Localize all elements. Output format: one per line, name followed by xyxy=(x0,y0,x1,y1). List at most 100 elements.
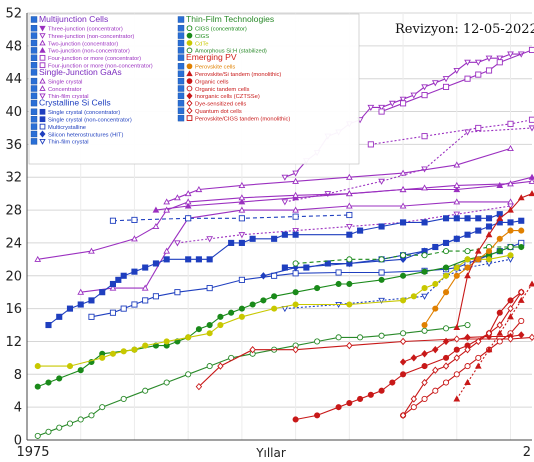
data-point xyxy=(507,297,514,304)
series-9 xyxy=(45,211,503,329)
legend-checkbox[interactable] xyxy=(177,47,185,54)
data-point xyxy=(346,231,353,238)
legend-checkbox[interactable] xyxy=(177,70,185,77)
legend-checkbox[interactable] xyxy=(30,25,38,32)
data-point xyxy=(507,252,514,259)
series-18 xyxy=(34,321,471,439)
data-point xyxy=(131,268,138,275)
data-point xyxy=(518,227,525,234)
data-point xyxy=(260,297,267,304)
legend-checkbox[interactable] xyxy=(30,85,38,92)
data-point xyxy=(367,141,374,148)
legend-checkbox[interactable] xyxy=(177,63,185,70)
legend-checkbox[interactable] xyxy=(30,77,38,85)
legend-checkbox[interactable] xyxy=(177,85,185,92)
data-point xyxy=(517,296,525,303)
legend-checkbox[interactable] xyxy=(30,16,38,23)
data-point xyxy=(421,252,428,259)
data-point xyxy=(45,321,52,329)
legend-marker xyxy=(186,47,193,54)
legend-checkbox[interactable] xyxy=(30,115,38,123)
data-point xyxy=(120,348,127,355)
series-line xyxy=(402,291,522,416)
data-point xyxy=(174,194,181,201)
data-point xyxy=(357,227,364,234)
data-point xyxy=(421,321,428,329)
legend-checkbox[interactable] xyxy=(177,114,185,122)
legend-item-label: Amorphous Si:H (stabilized) xyxy=(195,49,267,55)
data-point xyxy=(109,217,117,224)
data-point xyxy=(45,428,52,435)
legend-checkbox[interactable] xyxy=(30,39,38,47)
data-point xyxy=(399,96,407,103)
data-point xyxy=(410,92,418,99)
legend-item-label: Dye-sensitized cells xyxy=(195,102,246,108)
legend-checkbox[interactable] xyxy=(177,107,185,114)
data-point xyxy=(421,92,428,99)
data-point xyxy=(141,284,149,291)
data-point xyxy=(357,334,364,341)
data-point xyxy=(518,317,525,324)
data-point xyxy=(185,215,192,222)
data-point xyxy=(77,367,84,374)
data-point xyxy=(378,387,385,394)
legend-checkbox[interactable] xyxy=(177,39,185,47)
data-point xyxy=(115,276,122,283)
data-point xyxy=(346,259,353,268)
series-line xyxy=(112,214,350,222)
legend-checkbox[interactable] xyxy=(177,77,185,85)
legend-checkbox[interactable] xyxy=(30,123,38,130)
legend-checkbox[interactable] xyxy=(30,62,38,69)
data-point xyxy=(399,186,407,193)
data-point xyxy=(292,228,299,235)
legend-item: Four-junction or more (concentrator) xyxy=(30,54,141,62)
data-point xyxy=(131,301,138,308)
y-tick-label: 48 xyxy=(5,39,22,54)
data-point xyxy=(485,67,493,74)
legend-checkbox[interactable] xyxy=(30,54,38,61)
data-point xyxy=(421,133,428,140)
data-point xyxy=(432,305,439,312)
data-point xyxy=(475,256,482,263)
data-point xyxy=(271,293,278,300)
legend-group: Thin-Film Technologies CIGS (concentrator… xyxy=(177,14,274,55)
data-point xyxy=(228,239,235,246)
data-point xyxy=(142,264,149,271)
legend-checkbox[interactable] xyxy=(30,99,38,107)
data-point xyxy=(163,338,170,345)
data-point xyxy=(474,247,482,254)
legend-checkbox[interactable] xyxy=(30,130,38,138)
data-point xyxy=(292,170,299,177)
data-point xyxy=(88,247,95,254)
legend-checkbox[interactable] xyxy=(30,108,38,116)
series-21 xyxy=(292,289,525,423)
data-point xyxy=(400,371,407,378)
data-point xyxy=(464,248,471,255)
legend-checkbox[interactable] xyxy=(177,16,185,23)
data-point xyxy=(507,203,514,210)
legend-checkbox[interactable] xyxy=(30,32,38,39)
legend-checkbox[interactable] xyxy=(30,69,38,76)
legend-checkbox[interactable] xyxy=(177,32,185,39)
legend-checkbox[interactable] xyxy=(177,25,185,32)
legend-checkbox[interactable] xyxy=(177,54,185,61)
legend-checkbox[interactable] xyxy=(30,47,38,54)
data-point xyxy=(217,362,224,370)
legend-checkbox[interactable] xyxy=(177,100,185,107)
legend-marker xyxy=(186,115,193,121)
data-point xyxy=(378,297,385,304)
data-point xyxy=(345,202,353,209)
legend-checkbox[interactable] xyxy=(30,138,38,145)
data-point xyxy=(432,387,439,394)
data-point xyxy=(185,334,192,341)
legend-checkbox[interactable] xyxy=(30,92,38,100)
data-point xyxy=(453,272,460,279)
data-point xyxy=(77,301,84,308)
data-point xyxy=(453,215,460,222)
data-point xyxy=(410,354,418,362)
legend-item-label: Inorganic cells (CZTSSe) xyxy=(195,94,260,100)
legend-checkbox[interactable] xyxy=(177,92,185,100)
data-point xyxy=(485,256,493,263)
